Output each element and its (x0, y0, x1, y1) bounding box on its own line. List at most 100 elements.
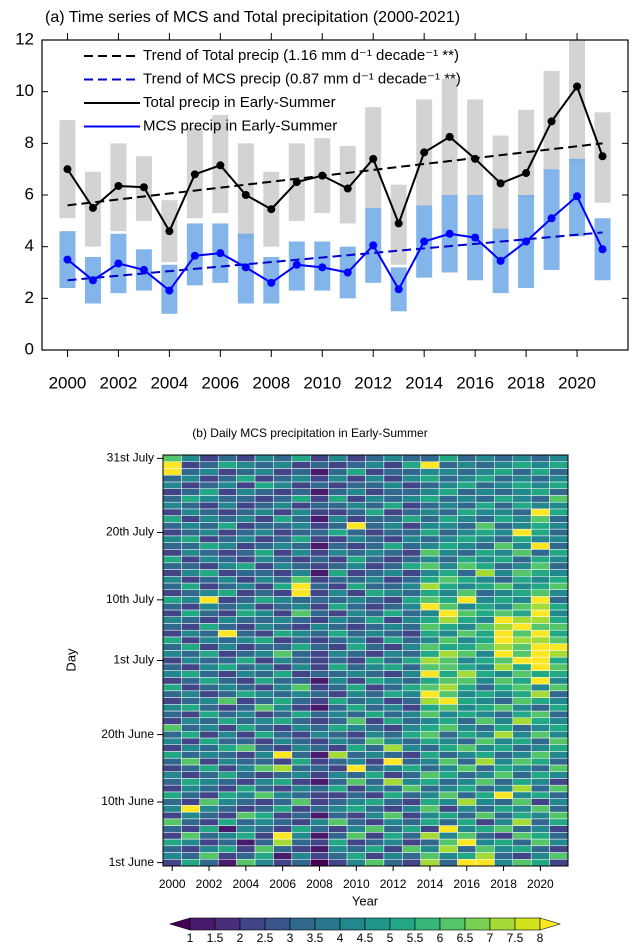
heat-cell (530, 845, 550, 853)
heat-cell (181, 562, 201, 570)
heat-cell (457, 670, 477, 678)
heat-cell (310, 656, 329, 665)
heat-cell (530, 650, 550, 658)
heat-cell (162, 495, 182, 503)
heat-cell (328, 805, 348, 813)
heat-cell (273, 636, 293, 644)
heat-cell (199, 623, 219, 631)
point (190, 251, 199, 260)
heat-cell (475, 549, 495, 557)
point (445, 229, 454, 238)
heat-cell (217, 481, 237, 489)
heat-cell (383, 724, 403, 732)
heat-cell (420, 751, 440, 759)
heat-cell (383, 596, 403, 604)
point (598, 152, 607, 161)
heat-cell (346, 589, 366, 597)
heat-cell (494, 845, 514, 853)
heat-cell (273, 825, 293, 833)
heat-cell (217, 522, 237, 530)
heat-cell (254, 677, 274, 685)
heat-cell (199, 629, 219, 638)
heat-cell (457, 555, 477, 564)
heat-cell (402, 495, 421, 503)
heat-cell (328, 784, 348, 793)
heat-cell (549, 461, 569, 469)
heat-cell (530, 542, 550, 550)
heat-cell (530, 677, 550, 685)
heat-cell (181, 495, 201, 503)
heat-cell (328, 528, 348, 537)
heat-cell (273, 670, 293, 678)
heat-cell (291, 778, 311, 786)
heat-cell (328, 697, 348, 705)
heat-cell (199, 778, 219, 786)
heat-cell (199, 609, 219, 617)
colorbar-label: 6.5 (457, 931, 474, 945)
heat-cell (512, 562, 532, 570)
heat-cell (494, 771, 514, 779)
heat-cell (457, 690, 477, 698)
heat-cell (420, 609, 440, 617)
heat-cell (328, 562, 348, 570)
heat-cell (199, 650, 219, 658)
y-tick-label: 10th July (106, 592, 154, 606)
colorbar-label: 3 (287, 931, 294, 945)
heat-cell (310, 818, 329, 826)
heat-cell (512, 569, 532, 577)
heat-cell (346, 501, 366, 510)
heat-cell (254, 643, 274, 651)
heat-cell (549, 535, 569, 543)
heat-cell (438, 542, 458, 550)
heat-cell (199, 569, 219, 577)
heat-cell (494, 488, 514, 496)
heat-cell (254, 636, 274, 644)
heat-cell (328, 569, 348, 577)
heat-cell (457, 825, 477, 833)
heat-cell (402, 704, 421, 712)
heat-cell (273, 838, 293, 847)
heat-cell (346, 650, 366, 658)
heat-cell (181, 717, 201, 725)
heat-cell (365, 724, 385, 732)
heat-cell (530, 515, 550, 523)
heat-cell (181, 522, 201, 530)
heat-cell (530, 859, 550, 867)
heat-cell (457, 629, 477, 638)
heat-cell (475, 636, 495, 644)
heat-cell (328, 515, 348, 523)
heat-cell (291, 576, 311, 584)
heat-cell (420, 704, 440, 712)
heat-cell (236, 690, 256, 698)
heat-cell (310, 562, 329, 570)
point (292, 260, 301, 269)
heat-cell (346, 845, 366, 853)
heat-cell (162, 717, 182, 725)
heat-cell (236, 535, 256, 543)
heat-cell (162, 663, 182, 671)
heat-cell (457, 488, 477, 496)
heat-cell (549, 474, 569, 483)
heat-cell (162, 488, 182, 496)
heat-cell (365, 528, 385, 537)
heat-cell (217, 643, 237, 651)
heat-cell (420, 488, 440, 496)
heat-cell (494, 704, 514, 712)
heat-cell (291, 838, 311, 847)
heat-cell (420, 798, 440, 806)
heat-cell (254, 562, 274, 570)
heat-cell (494, 468, 514, 476)
heat-cell (438, 582, 458, 591)
heat-cell (494, 461, 514, 469)
heat-cell (402, 744, 421, 752)
heat-cell (273, 818, 293, 826)
heat-cell (402, 811, 421, 820)
heat-cell (549, 508, 569, 516)
heat-cell (494, 832, 514, 840)
heat-cell (328, 650, 348, 658)
heat-cell (236, 569, 256, 577)
heat-cell (328, 542, 348, 550)
heat-cell (162, 636, 182, 644)
heat-cell (328, 764, 348, 772)
heat-cell (328, 602, 348, 611)
